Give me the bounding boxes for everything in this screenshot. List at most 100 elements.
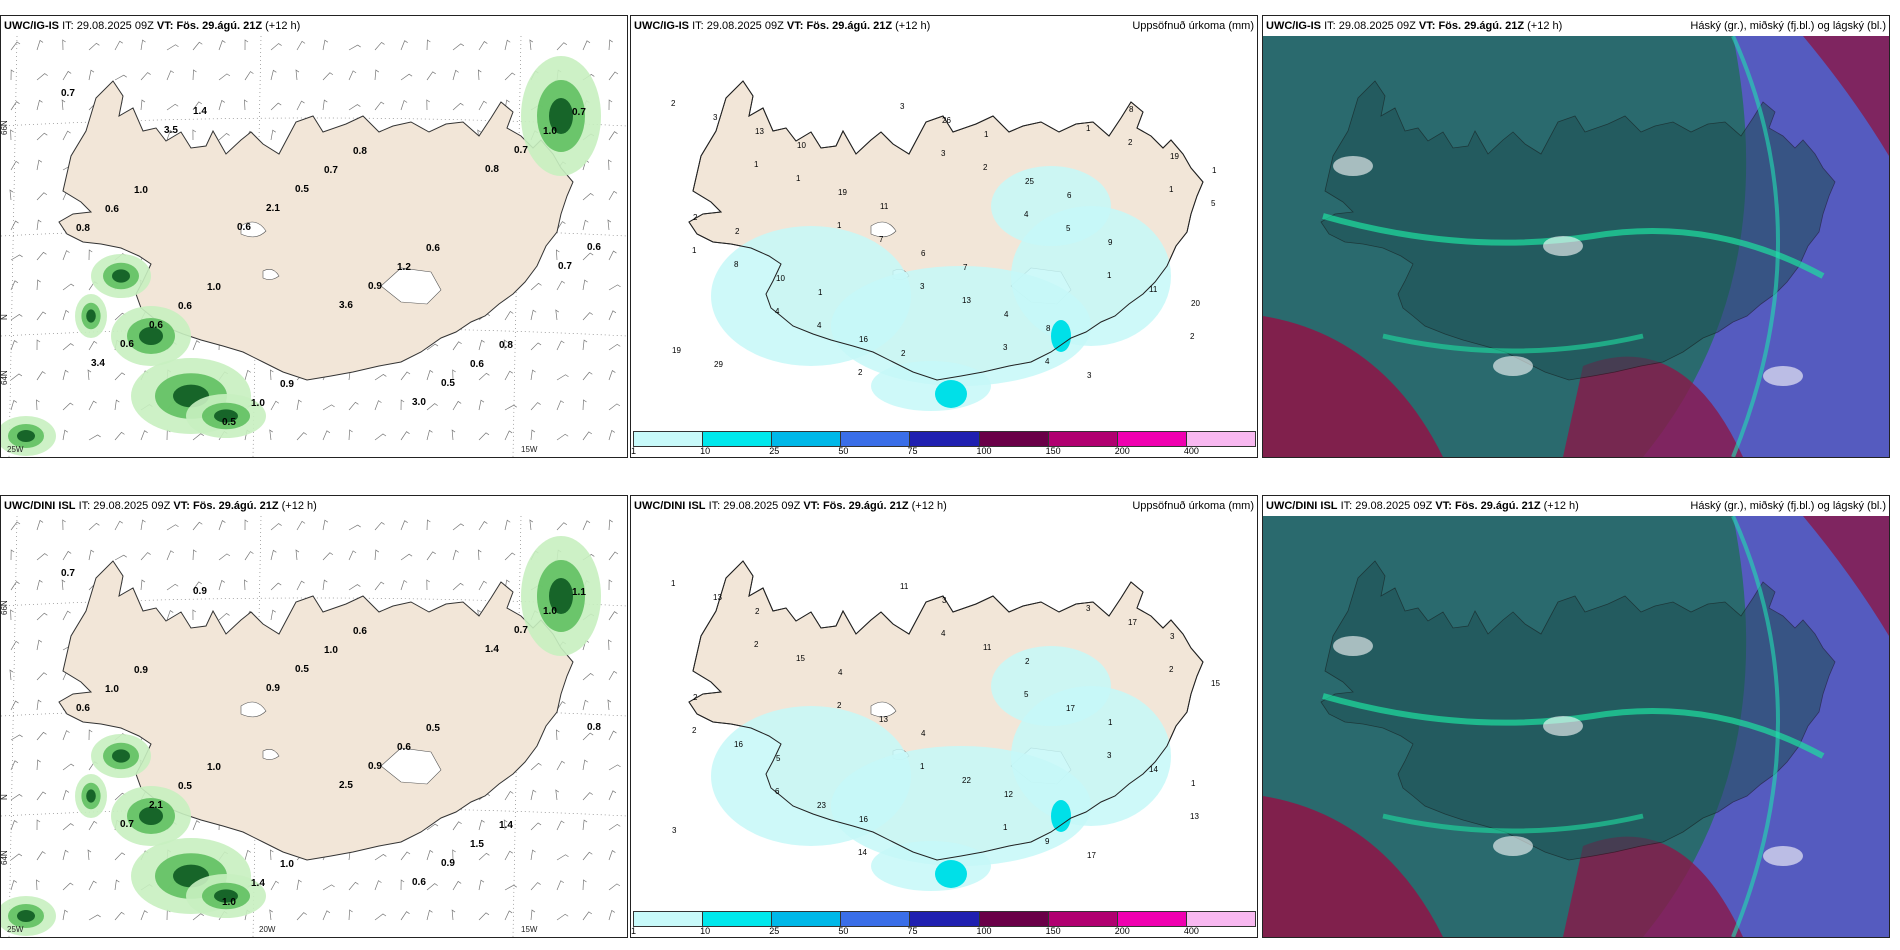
map-panel-igis-wind: UWC/IG-IS IT: 29.08.2025 09Z VT: Fös. 29… bbox=[0, 15, 628, 458]
lat-label: N bbox=[1, 794, 9, 800]
model-name: UWC/DINI ISL bbox=[634, 500, 706, 512]
precip-value: 3 bbox=[900, 102, 905, 111]
precip-value: 0.5 bbox=[295, 184, 309, 195]
colorbar-segment bbox=[1047, 431, 1118, 447]
precip-value: 1 bbox=[1212, 166, 1217, 175]
it-value: 29.08.2025 09Z bbox=[1355, 500, 1433, 512]
precip-value: 22 bbox=[962, 776, 971, 785]
vt-label: VT: bbox=[1435, 500, 1452, 512]
precip-value: 19 bbox=[672, 346, 681, 355]
cloud-layers bbox=[1263, 36, 1889, 457]
colorbar-tick: 10 bbox=[700, 446, 711, 456]
map-panel-dini-wind: UWC/DINI ISL IT: 29.08.2025 09Z VT: Fös.… bbox=[0, 495, 628, 938]
vt-label: VT: bbox=[173, 500, 190, 512]
vt-label: VT: bbox=[1418, 20, 1436, 32]
precip-shading bbox=[711, 166, 1171, 411]
colorbar-tick: 1 bbox=[631, 446, 637, 456]
precip-value: 0.9 bbox=[368, 761, 382, 772]
colorbar-tick: 10 bbox=[700, 926, 711, 936]
colorbar-segment bbox=[978, 431, 1049, 447]
precip-value: 3.4 bbox=[91, 358, 105, 369]
precip-value: 26 bbox=[942, 116, 951, 125]
precip-value: 17 bbox=[1128, 618, 1137, 627]
panel-header: UWC/DINI ISL IT: 29.08.2025 09Z VT: Fös.… bbox=[1263, 496, 1889, 516]
precip-value: 3.6 bbox=[339, 300, 353, 311]
precip-value: 0.8 bbox=[353, 146, 367, 157]
it-value: 29.08.2025 09Z bbox=[1338, 20, 1416, 32]
wind-precip-map: 0.7 0.9 1.0 1.0 0.6 0.5 1.4 1.1 1.0 0.5 1.4 1.0 0.6 1… bbox=[1, 516, 627, 937]
precip-values: 0.7 1.0 1.0 0.9 0.8 0.6 0.8 0.7 0.6 0.6 1.0 0.7 1.2 0… bbox=[61, 88, 601, 428]
precip-value: 15 bbox=[796, 654, 805, 663]
panel-header: UWC/IG-IS IT: 29.08.2025 09Z VT: Fös. 29… bbox=[631, 16, 1257, 36]
vt-value: Fös. 29.ágú. 21Z bbox=[192, 500, 279, 512]
colorbar-segment bbox=[909, 911, 980, 927]
precip-value: 2.1 bbox=[149, 800, 163, 811]
precip-value: 0.7 bbox=[324, 165, 338, 176]
lat-label: 64N bbox=[1, 850, 9, 865]
precip-value: 3 bbox=[942, 596, 947, 605]
precip-value: 1 bbox=[984, 130, 989, 139]
precip-value: 0.8 bbox=[76, 223, 90, 234]
precip-value: 3 bbox=[1087, 371, 1092, 380]
precip-value: 5 bbox=[776, 754, 781, 763]
precip-value: 0.9 bbox=[368, 281, 382, 292]
precip-value: 1.0 bbox=[543, 126, 557, 137]
accumulated-precip-map: 1221132261445313131513229171516231111171… bbox=[631, 516, 1257, 937]
precip-value: 1.4 bbox=[193, 106, 207, 117]
precip-value: 6 bbox=[775, 787, 780, 796]
lead-time: (+12 h) bbox=[281, 500, 317, 512]
colorbar-segment bbox=[840, 431, 911, 447]
precip-value: 2 bbox=[837, 701, 842, 710]
precip-value: 13 bbox=[962, 296, 971, 305]
vt-label: VT: bbox=[803, 500, 820, 512]
precip-value: 10 bbox=[797, 141, 806, 150]
precip-value: 11 bbox=[900, 582, 909, 591]
precip-values: 2113311142341231713425843251119131964319… bbox=[671, 99, 1217, 380]
lat-label: N bbox=[1, 314, 9, 320]
panel-title: Háský (gr.), miðský (fj.bl.) og lágský (… bbox=[1690, 500, 1886, 512]
precip-value: 0.6 bbox=[105, 204, 119, 215]
precip-value: 0.6 bbox=[178, 301, 192, 312]
panel-header: UWC/IG-IS IT: 29.08.2025 09Z VT: Fös. 29… bbox=[1263, 16, 1889, 36]
precip-value: 1 bbox=[837, 221, 842, 230]
precip-value: 13 bbox=[1190, 812, 1199, 821]
wind-precip-map: 0.7 1.0 1.0 0.9 0.8 0.6 0.8 0.7 0.6 0.6 1.0 0.7 1.2 0… bbox=[1, 36, 627, 457]
precip-value: 16 bbox=[859, 335, 868, 344]
precip-value: 1.0 bbox=[280, 859, 294, 870]
it-label: IT: bbox=[1324, 20, 1336, 32]
precip-value: 23 bbox=[817, 801, 826, 810]
precip-value: 0.6 bbox=[397, 742, 411, 753]
colorbar-tick: 400 bbox=[1183, 446, 1199, 456]
precip-value: 0.5 bbox=[441, 378, 455, 389]
precip-value: 5 bbox=[1211, 199, 1216, 208]
precip-shading bbox=[711, 646, 1171, 891]
precip-value: 0.6 bbox=[120, 339, 134, 350]
precip-value: 1.0 bbox=[324, 645, 338, 656]
precip-value: 0.7 bbox=[514, 145, 528, 156]
precip-value: 9 bbox=[1045, 837, 1050, 846]
lon-label: 20W bbox=[259, 925, 276, 934]
vt-value: Fös. 29.ágú. 21Z bbox=[806, 20, 893, 32]
precip-value: 2 bbox=[693, 693, 698, 702]
colorbar-tick: 100 bbox=[976, 926, 992, 936]
precip-value: 8 bbox=[1129, 105, 1134, 114]
precip-value: 3 bbox=[1170, 632, 1175, 641]
colorbar-segment bbox=[1047, 911, 1118, 927]
model-name: UWC/IG-IS bbox=[634, 20, 689, 32]
precip-value: 0.8 bbox=[587, 722, 601, 733]
precip-value: 2.1 bbox=[266, 203, 280, 214]
precip-value: 1 bbox=[1086, 124, 1091, 133]
precip-value: 1 bbox=[692, 246, 697, 255]
colorbar-tick: 50 bbox=[838, 926, 849, 936]
precip-value: 3 bbox=[1086, 604, 1091, 613]
precip-value: 2 bbox=[983, 163, 988, 172]
colorbar-tick: 150 bbox=[1045, 446, 1061, 456]
lat-label: 64N bbox=[1, 370, 9, 385]
precip-value: 5 bbox=[1066, 224, 1071, 233]
model-name: UWC/DINI ISL bbox=[4, 500, 76, 512]
precip-value: 1 bbox=[1107, 271, 1112, 280]
colorbar-segment bbox=[771, 431, 842, 447]
precip-value: 4 bbox=[1024, 210, 1029, 219]
precip-value: 0.5 bbox=[178, 781, 192, 792]
precip-value: 0.6 bbox=[470, 359, 484, 370]
